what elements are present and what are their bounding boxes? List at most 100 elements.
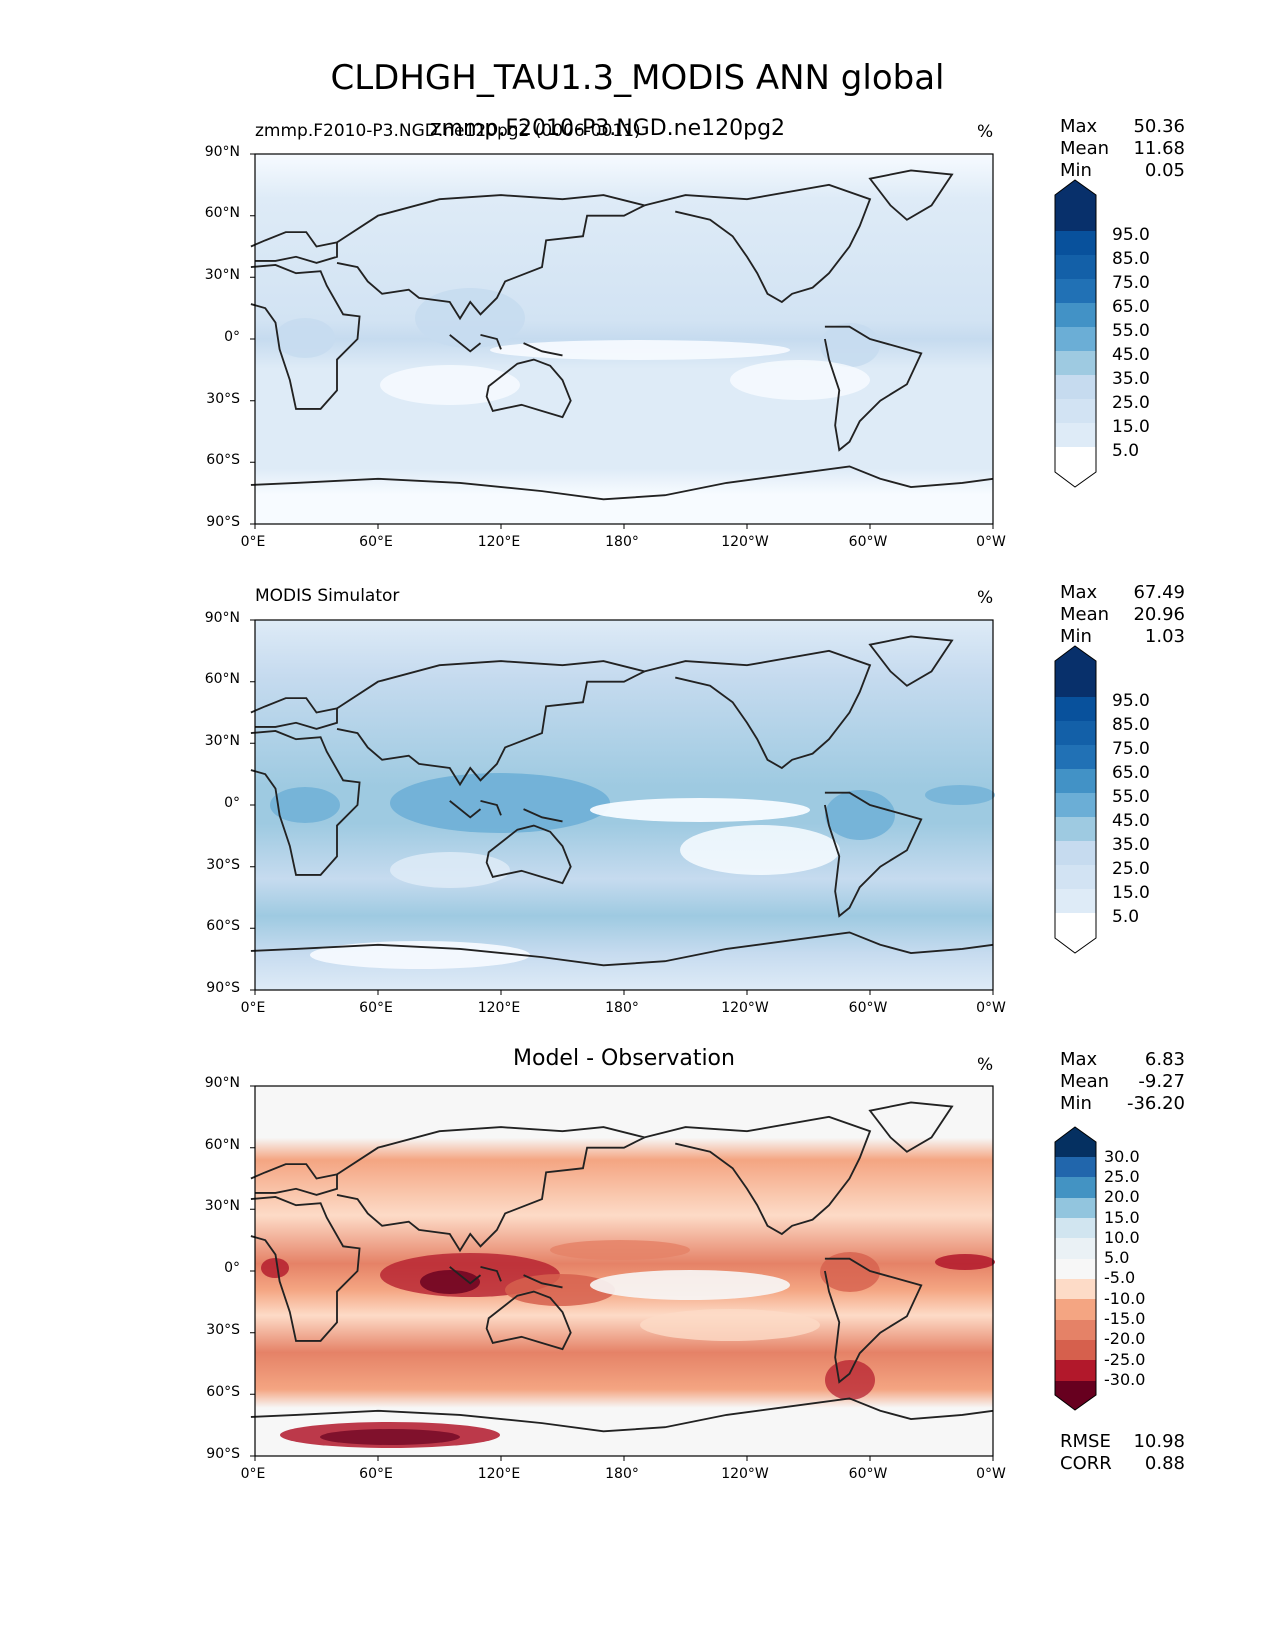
- colorbar-label: 55.0: [1112, 787, 1150, 807]
- lat-tick: 0°: [224, 1260, 240, 1276]
- lat-tick: 30°S: [206, 391, 240, 407]
- colorbar-label: 5.0: [1104, 1248, 1130, 1267]
- lat-tick: 60°N: [204, 671, 240, 687]
- lat-tick: 90°N: [204, 610, 240, 626]
- lon-tick: 60°E: [359, 1466, 393, 1482]
- panel2-map: [249, 619, 995, 991]
- colorbar-label: 15.0: [1104, 1208, 1140, 1227]
- corr-label: CORR: [1060, 1453, 1112, 1474]
- colorbar-label: 85.0: [1112, 249, 1150, 269]
- lon-tick: 120°E: [477, 1000, 521, 1016]
- panel3-center-title: Model - Observation: [513, 1046, 735, 1071]
- panel1-units: %: [977, 122, 994, 142]
- lon-tick: 120°E: [477, 1466, 521, 1482]
- lon-tick: 120°W: [721, 1000, 769, 1016]
- colorbar-label: 65.0: [1112, 297, 1150, 317]
- lon-tick: 0°E: [240, 534, 266, 550]
- lat-tick: 30°N: [204, 267, 240, 283]
- panel2-max-label: Max: [1060, 582, 1098, 603]
- colorbar-label: 5.0: [1112, 441, 1140, 461]
- rmse-value: 10.98: [1133, 1431, 1185, 1452]
- lat-tick: 30°S: [206, 1322, 240, 1338]
- colorbar-label: -25.0: [1104, 1350, 1146, 1369]
- panel2-mean-value: 20.96: [1133, 604, 1185, 625]
- colorbar-label: 95.0: [1112, 225, 1150, 245]
- lon-tick: 60°E: [359, 534, 393, 550]
- panel1-min-value: 0.05: [1144, 160, 1185, 181]
- panel1-map: [249, 153, 994, 525]
- lon-tick: 0°E: [240, 1000, 266, 1016]
- colorbar-label: 15.0: [1112, 883, 1150, 903]
- colorbar-label: 35.0: [1112, 835, 1150, 855]
- lon-tick: 0°W: [976, 1000, 1006, 1016]
- lat-tick: 90°S: [206, 1446, 240, 1462]
- lat-tick: 60°N: [204, 205, 240, 221]
- lon-tick: 0°E: [240, 1466, 266, 1482]
- lat-tick: 90°S: [206, 514, 240, 530]
- lat-tick: 60°N: [204, 1137, 240, 1153]
- lat-tick: 0°: [224, 329, 240, 345]
- rmse-label: RMSE: [1060, 1431, 1111, 1452]
- axis-tick-marks: [250, 153, 994, 1461]
- colorbar-label: 10.0: [1104, 1228, 1140, 1247]
- lon-tick: 60°E: [359, 1000, 393, 1016]
- panel3-units: %: [977, 1055, 994, 1075]
- lat-tick: 90°N: [204, 144, 240, 160]
- panel3-map: [249, 1085, 995, 1457]
- panel2-units: %: [977, 588, 994, 608]
- panel1-min-label: Min: [1060, 160, 1092, 181]
- figure-title: CLDHGH_TAU1.3_MODIS ANN global: [330, 58, 945, 98]
- panel1-left-title: zmmp.F2010-P3.NGD.ne120pg2 (0006-0011): [255, 121, 641, 141]
- colorbar-label: 55.0: [1112, 321, 1150, 341]
- panel2-min-label: Min: [1060, 626, 1092, 647]
- panel1-colorbar: [1054, 179, 1097, 488]
- lon-tick: 60°W: [848, 1466, 888, 1482]
- lat-tick: 30°N: [204, 1198, 240, 1214]
- panel2-colorbar: [1054, 645, 1097, 954]
- panel3-colorbar: [1054, 1126, 1097, 1411]
- lon-tick: 180°: [605, 534, 639, 550]
- colorbar-label: -20.0: [1104, 1329, 1146, 1348]
- lon-tick: 180°: [605, 1000, 639, 1016]
- lon-tick: 120°E: [477, 534, 521, 550]
- panel1-max-value: 50.36: [1133, 116, 1185, 137]
- colorbar-label: -30.0: [1104, 1370, 1146, 1389]
- panel3-mean-label: Mean: [1060, 1071, 1110, 1092]
- panel3-max-value: 6.83: [1144, 1049, 1185, 1070]
- colorbar-label: 15.0: [1112, 417, 1150, 437]
- colorbar-label: 30.0: [1104, 1147, 1140, 1166]
- lon-tick: 60°W: [848, 1000, 888, 1016]
- panel2-max-value: 67.49: [1133, 582, 1185, 603]
- colorbar-label: 45.0: [1112, 811, 1150, 831]
- panel3-max-label: Max: [1060, 1049, 1098, 1070]
- panel1-max-label: Max: [1060, 116, 1098, 137]
- panel2-mean-label: Mean: [1060, 604, 1110, 625]
- panel3-mean-value: -9.27: [1138, 1071, 1185, 1092]
- colorbar-label: 35.0: [1112, 369, 1150, 389]
- lat-tick: 90°N: [204, 1075, 240, 1091]
- colorbar-label: -15.0: [1104, 1309, 1146, 1328]
- colorbar-label: -5.0: [1104, 1268, 1136, 1287]
- lon-tick: 0°W: [976, 534, 1006, 550]
- lat-tick: 0°: [224, 795, 240, 811]
- colorbar-label: 25.0: [1112, 859, 1150, 879]
- lat-tick: 60°S: [206, 452, 240, 468]
- panel3-min-label: Min: [1060, 1093, 1092, 1114]
- colorbar-label: 95.0: [1112, 691, 1150, 711]
- lat-tick: 60°S: [206, 1384, 240, 1400]
- panel1-overlap-title: zmmp.F2010-P3.NGD.ne120pg2: [430, 116, 786, 141]
- panel2-min-value: 1.03: [1144, 626, 1185, 647]
- colorbar-label: 85.0: [1112, 715, 1150, 735]
- lat-tick: 90°S: [206, 980, 240, 996]
- colorbar-label: 75.0: [1112, 273, 1150, 293]
- colorbar-label: 20.0: [1104, 1187, 1140, 1206]
- lat-tick: 60°S: [206, 918, 240, 934]
- panel3-min-value: -36.20: [1126, 1093, 1185, 1114]
- colorbar-label: 25.0: [1112, 393, 1150, 413]
- lon-tick: 120°W: [721, 534, 769, 550]
- lat-tick: 30°N: [204, 733, 240, 749]
- colorbar-label: 5.0: [1112, 907, 1140, 927]
- panel1-mean-label: Mean: [1060, 138, 1110, 159]
- colorbar-label: -10.0: [1104, 1289, 1146, 1308]
